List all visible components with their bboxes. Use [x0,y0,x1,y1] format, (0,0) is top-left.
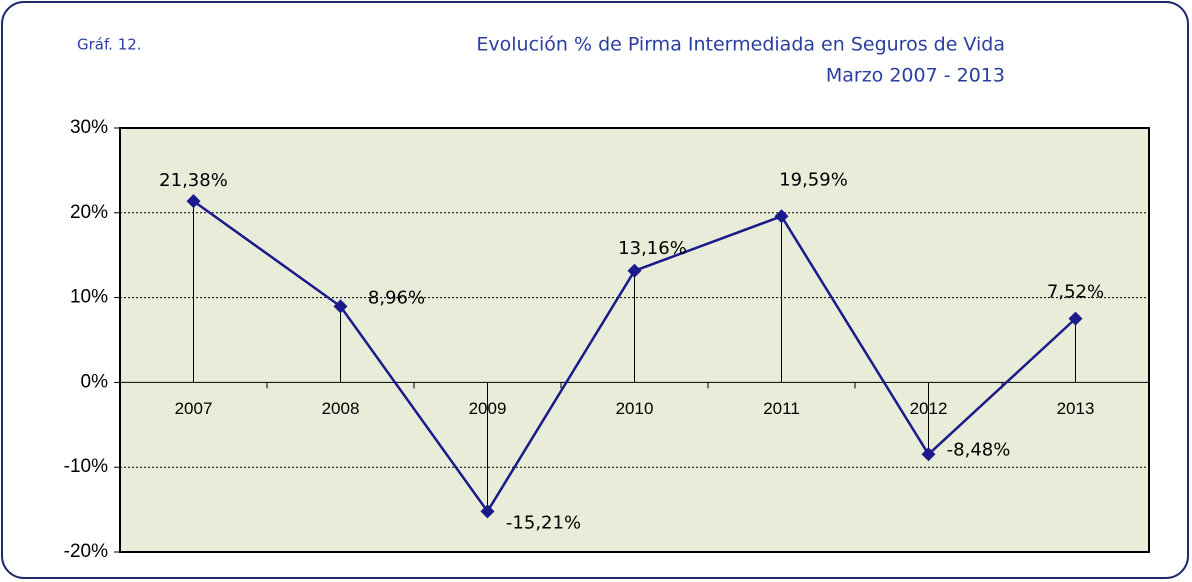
data-label: -15,21% [506,512,581,533]
point [921,447,936,462]
data-label: 21,38% [159,170,228,191]
chart-title: Evolución % de Pirma Intermediada en Seg… [476,34,1005,56]
y-tick-label: -20% [64,541,108,562]
y-tick-label: 30% [70,117,108,138]
x-tick-label: 2013 [1057,399,1095,418]
x-tick-label: 2011 [763,399,800,418]
point [1068,311,1083,326]
plot-border [119,127,1150,553]
point [480,504,495,519]
data-label: 13,16% [618,238,687,259]
point [186,194,201,209]
figure-label: Gráf. 12. [77,36,142,54]
x-tick-label: 2008 [322,399,360,418]
data-label: 8,96% [368,287,425,308]
point [627,263,642,278]
y-tick-label: 20% [70,202,108,223]
y-tick-label: 10% [70,287,108,308]
data-label: 19,59% [779,169,848,190]
point [774,209,789,224]
data-label: 7,52% [1047,282,1104,303]
chart-subtitle: Marzo 2007 - 2013 [826,65,1005,87]
x-tick-label: 2007 [175,399,213,418]
point [333,299,348,314]
data-label: -8,48% [947,439,1011,460]
y-tick-label: -10% [64,456,108,477]
y-tick-label: 0% [81,371,109,392]
x-tick-label: 2010 [616,399,654,418]
